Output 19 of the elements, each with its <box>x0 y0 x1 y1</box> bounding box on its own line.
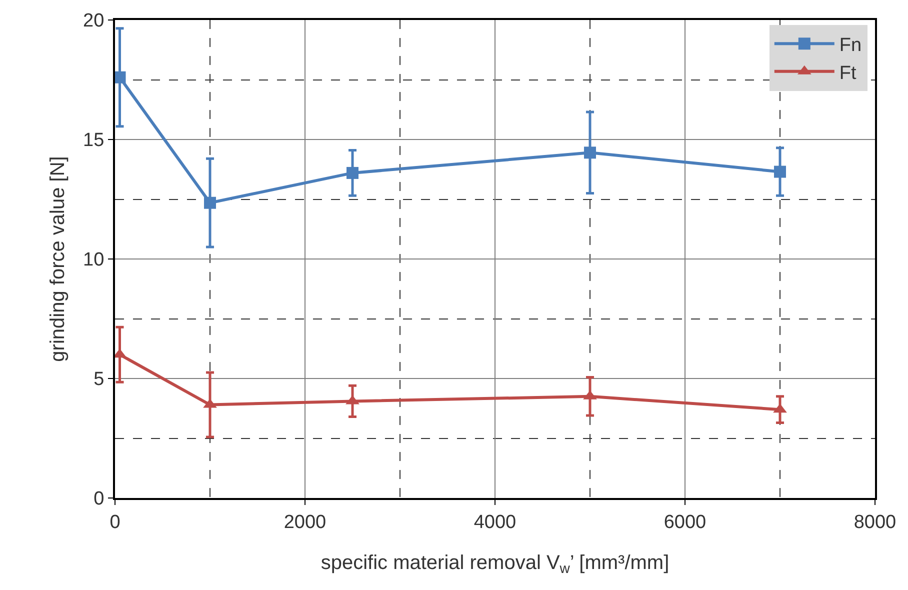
y-tick-label: 0 <box>94 488 104 510</box>
point <box>346 166 358 179</box>
x-tick-label: 6000 <box>664 512 706 533</box>
x-axis-title: specific material removal V$_{w}$’ [mm³/mm] <box>320 552 670 576</box>
y-tick-label: 15 <box>83 130 104 152</box>
x-tick-label: 4000 <box>474 512 516 533</box>
legend-label: Fn <box>839 35 862 56</box>
x-tick-label: 8000 <box>854 512 896 533</box>
y-axis-title: grinding force value [N] <box>47 156 69 362</box>
y-tick-label: 5 <box>94 369 104 390</box>
point <box>115 71 126 84</box>
x-tick-label: 2000 <box>284 512 326 533</box>
point <box>774 166 786 178</box>
y-tick-label: 20 <box>83 10 104 32</box>
point <box>204 196 216 209</box>
point <box>584 146 596 159</box>
legend-label: Ft <box>839 62 858 84</box>
y-tick-label: 10 <box>83 250 104 271</box>
x-tick-label: 0 <box>110 512 120 533</box>
